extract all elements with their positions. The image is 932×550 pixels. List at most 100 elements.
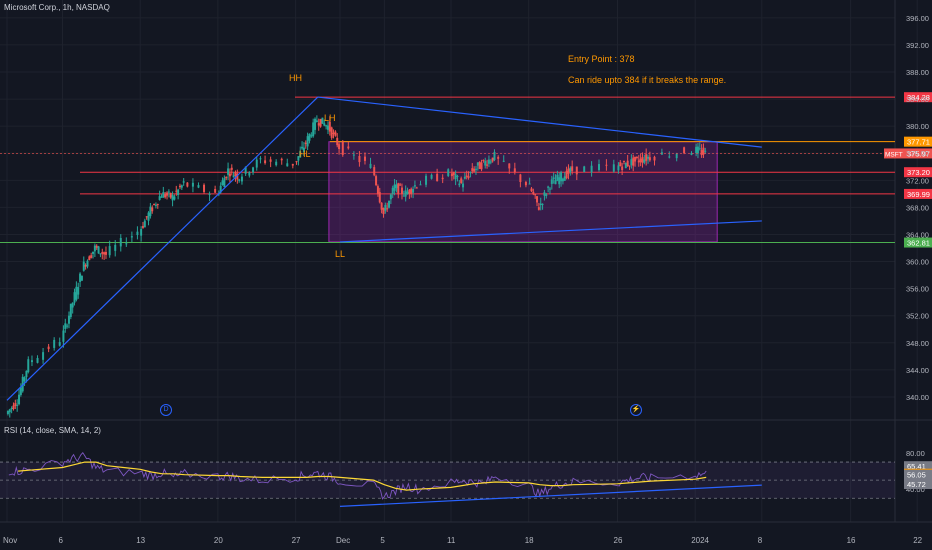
candle-body — [149, 206, 152, 217]
candle-body — [186, 182, 189, 187]
candle-body — [178, 185, 181, 188]
candle-body — [328, 121, 331, 132]
candle-body — [169, 193, 172, 198]
candle-body — [473, 168, 476, 172]
candle-body — [653, 156, 656, 161]
candle-body — [565, 170, 568, 179]
candle-body — [378, 192, 381, 203]
candle-body — [528, 183, 531, 185]
level-label: 369.99 — [907, 190, 930, 199]
candle-body — [550, 179, 553, 184]
candle-body — [543, 192, 546, 196]
candle-body — [704, 150, 707, 152]
candle-body — [373, 167, 376, 176]
candle-body — [71, 302, 74, 308]
candle-body — [171, 194, 174, 201]
candle-body — [130, 236, 133, 238]
candle-body — [556, 174, 559, 181]
last-price-label: 375.97 — [907, 149, 930, 158]
candle-body — [380, 202, 383, 210]
last-price-bg — [904, 148, 932, 159]
candle-body — [291, 163, 294, 166]
candle-body — [456, 175, 459, 177]
candle-body — [227, 168, 230, 175]
candle-body — [598, 164, 600, 170]
price-tick-label: 380.00 — [906, 122, 929, 131]
price-tick-label: 356.00 — [906, 285, 929, 294]
rsi-label: 65.41 — [907, 462, 926, 471]
candle-body — [519, 174, 522, 182]
candle-body — [240, 176, 243, 182]
candle-body — [436, 173, 439, 182]
candle-body — [93, 245, 96, 252]
candle-body — [452, 172, 455, 175]
candle-body — [330, 127, 333, 138]
symbol-tag: MSFT — [885, 151, 903, 158]
time-tick-label: 27 — [292, 536, 301, 545]
candle-body — [23, 377, 26, 382]
candle-body — [264, 160, 267, 164]
candle-body — [334, 131, 337, 136]
candle-body — [53, 339, 56, 348]
candle-body — [408, 189, 411, 194]
trendline-resistance — [317, 96, 762, 148]
candle-body — [639, 158, 642, 163]
candle-body — [323, 123, 326, 126]
symbol-title: Microsoft Corp., 1h, NASDAQ — [4, 3, 110, 12]
candle-body — [299, 151, 302, 158]
time-tick-label: 26 — [614, 536, 623, 545]
candle-body — [478, 161, 481, 169]
lightning-icon[interactable]: ⚡ — [630, 404, 642, 416]
candle-body — [141, 226, 144, 228]
candle-body — [16, 404, 19, 406]
candle-body — [234, 172, 237, 176]
price-tick-label: 376.00 — [906, 149, 929, 158]
candle-body — [10, 408, 13, 410]
candle-body — [166, 192, 169, 196]
price-tick-label: 348.00 — [906, 339, 929, 348]
candle-body — [312, 122, 315, 137]
candle-body — [62, 330, 65, 342]
level-label: 384.28 — [907, 93, 930, 102]
candle-body — [465, 175, 468, 177]
candle-body — [325, 125, 328, 127]
range-box — [328, 141, 718, 243]
candle-body — [548, 188, 551, 190]
candle-body — [232, 175, 235, 178]
candle-body — [575, 166, 578, 175]
candle-body — [375, 176, 378, 186]
candle-body — [384, 205, 387, 211]
candle-body — [180, 185, 183, 188]
candle-body — [622, 160, 625, 162]
candle-body — [18, 394, 21, 405]
rsi-label-bg — [904, 479, 932, 490]
candle-body — [630, 159, 633, 166]
target-annotation: Can ride upto 384 if it breaks the range… — [568, 75, 727, 85]
candle-body — [30, 360, 33, 363]
dividend-icon[interactable]: D — [160, 404, 172, 416]
candle-body — [326, 125, 329, 130]
candle-body — [513, 168, 516, 173]
rsi-line — [8, 451, 707, 500]
candle-body — [628, 165, 631, 167]
candle-body — [406, 191, 409, 195]
candle-body — [648, 157, 651, 161]
level-label: 377.71 — [907, 138, 930, 147]
candle-body — [191, 182, 194, 187]
candle-body — [399, 184, 402, 186]
candle-body — [617, 165, 620, 171]
candle-body — [225, 176, 228, 179]
candle-body — [393, 184, 396, 191]
candle-body — [647, 156, 650, 159]
candle-body — [259, 158, 262, 160]
candle-body — [619, 162, 622, 167]
candle-body — [558, 177, 561, 185]
candle-body — [160, 196, 163, 198]
candle-body — [92, 251, 95, 254]
candle-body — [97, 246, 100, 254]
candle-body — [73, 292, 76, 303]
candle-body — [82, 261, 85, 271]
candle-body — [280, 158, 283, 161]
